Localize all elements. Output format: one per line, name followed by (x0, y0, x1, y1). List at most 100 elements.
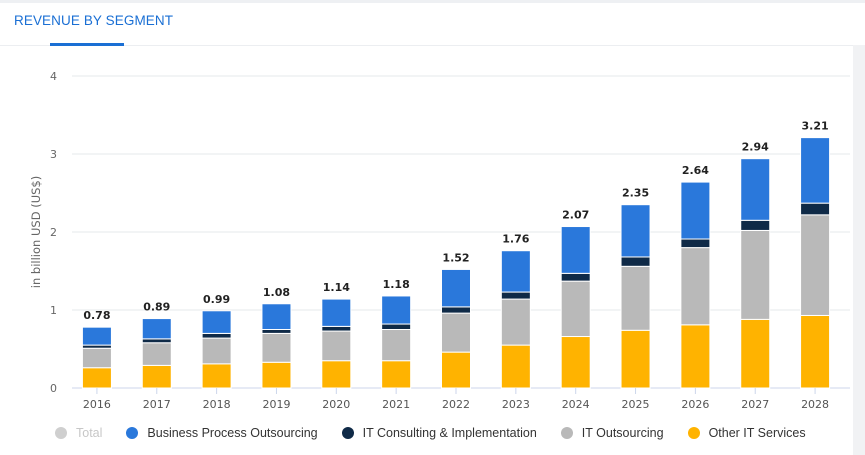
bar-segment-other[interactable] (680, 324, 711, 389)
bar-segment-bpo[interactable] (740, 158, 771, 221)
bar-segment-consulting[interactable] (201, 332, 232, 339)
bar-segment-it_outsourcing[interactable] (680, 247, 711, 326)
bar-stack[interactable] (560, 226, 591, 389)
bar-segment-it_outsourcing[interactable] (500, 298, 531, 346)
legend-dot-icon (687, 427, 700, 439)
tab-bar: REVENUE BY SEGMENT (0, 3, 865, 46)
y-tick-label: 0 (50, 382, 57, 395)
bar-segment-other[interactable] (81, 367, 112, 389)
bar-segment-other[interactable] (381, 360, 412, 389)
bar-segment-it_outsourcing[interactable] (81, 347, 112, 369)
legend-dot-icon (126, 427, 139, 439)
bar-segment-other[interactable] (201, 363, 232, 389)
bar-segment-other[interactable] (321, 360, 352, 389)
legend-item-bpo[interactable]: Business Process Outsourcing (126, 426, 318, 440)
bar-segment-bpo[interactable] (441, 268, 471, 308)
legend-label: IT Consulting & Implementation (362, 426, 537, 440)
bar-segment-other[interactable] (800, 314, 831, 389)
legend-item-it_outsourcing[interactable]: IT Outsourcing (560, 426, 664, 440)
bar-segment-consulting[interactable] (141, 338, 172, 344)
bar-stack[interactable] (141, 318, 172, 389)
bar-segment-consulting[interactable] (800, 202, 831, 216)
y-tick-label: 1 (50, 304, 57, 317)
total-labels: 0.78 0.89 0.99 1.08 1.14 1.18 1.52 1.76 2.07 2.35… (83, 120, 828, 323)
bar-segment-it_outsourcing[interactable] (141, 342, 172, 366)
top-strip (0, 0, 865, 3)
x-tick-label: 2028 (801, 398, 829, 411)
legend-label: Business Process Outsourcing (147, 426, 318, 440)
bar-segment-other[interactable] (500, 344, 531, 389)
bar-segment-it_outsourcing[interactable] (321, 330, 352, 362)
bar-segment-bpo[interactable] (261, 303, 292, 331)
bar-segment-consulting[interactable] (321, 325, 352, 332)
bar-segment-consulting[interactable] (620, 256, 651, 267)
bar-segment-other[interactable] (261, 361, 292, 389)
bar-segment-bpo[interactable] (381, 295, 412, 325)
bar-segment-it_outsourcing[interactable] (740, 229, 771, 320)
bar-segment-it_outsourcing[interactable] (261, 332, 292, 363)
bar-segment-it_outsourcing[interactable] (381, 329, 412, 362)
scrollbar-track[interactable] (853, 45, 865, 455)
x-tick-label: 2020 (322, 398, 350, 411)
bar-segment-bpo[interactable] (500, 250, 531, 293)
total-data-label: 2.07 (562, 209, 589, 222)
bar-segment-it_outsourcing[interactable] (560, 280, 591, 338)
bar-stack[interactable] (441, 268, 471, 389)
bar-segment-it_outsourcing[interactable] (800, 214, 831, 316)
bar-segment-consulting[interactable] (261, 329, 292, 334)
bar-stack[interactable] (321, 298, 352, 389)
bar-segment-bpo[interactable] (800, 137, 831, 204)
total-data-label: 3.21 (802, 120, 829, 133)
bar-segment-other[interactable] (740, 318, 771, 389)
legend-dot-icon (341, 427, 354, 439)
y-axis-ticks: 0 1 2 3 4 (50, 70, 57, 395)
total-data-label: 2.64 (682, 164, 709, 177)
bar-stack[interactable] (500, 250, 531, 389)
bar-segment-bpo[interactable] (680, 181, 711, 240)
bar-segment-it_outsourcing[interactable] (620, 265, 651, 331)
bar-segment-bpo[interactable] (321, 298, 352, 327)
bar-segment-consulting[interactable] (500, 291, 531, 300)
bar-segment-other[interactable] (441, 351, 471, 389)
bar-stack[interactable] (81, 326, 112, 389)
bar-stack[interactable] (381, 295, 412, 389)
total-data-label: 2.35 (622, 187, 649, 200)
x-tick-label: 2017 (143, 398, 171, 411)
active-tab-indicator (50, 43, 124, 46)
legend-item-total_disabled[interactable]: Total (55, 426, 102, 440)
x-tick-label: 2025 (622, 398, 650, 411)
total-data-label: 0.99 (203, 293, 230, 306)
bar-segment-bpo[interactable] (620, 204, 651, 258)
x-axis-ticks: 2016 2017 2018 2019 2020 2021 2022 2023 2024 2025… (83, 388, 829, 411)
bar-stack[interactable] (740, 158, 771, 389)
bar-segment-bpo[interactable] (81, 326, 112, 346)
bar-segment-bpo[interactable] (560, 226, 591, 274)
bar-stack[interactable] (680, 181, 711, 389)
x-tick-label: 2021 (382, 398, 410, 411)
legend-dot-icon (55, 427, 67, 439)
legend-label: Other IT Services (708, 426, 806, 440)
bar-segment-consulting[interactable] (441, 306, 471, 314)
x-tick-label: 2018 (203, 398, 231, 411)
bar-segment-bpo[interactable] (201, 310, 232, 334)
bar-segment-other[interactable] (620, 329, 651, 389)
bar-segment-it_outsourcing[interactable] (441, 312, 471, 353)
legend-label: IT Outsourcing (581, 426, 664, 440)
bar-stack[interactable] (620, 204, 651, 389)
bar-segment-consulting[interactable] (680, 238, 711, 249)
bar-stack[interactable] (261, 303, 292, 389)
tab-revenue-by-segment[interactable]: REVENUE BY SEGMENT (14, 13, 174, 28)
bar-segment-consulting[interactable] (740, 219, 771, 231)
legend-item-consulting[interactable]: IT Consulting & Implementation (341, 426, 537, 440)
bars (81, 137, 831, 389)
bar-stack[interactable] (201, 310, 232, 389)
bar-segment-consulting[interactable] (560, 272, 591, 282)
bar-segment-bpo[interactable] (141, 318, 172, 340)
y-tick-label: 3 (50, 148, 57, 161)
bar-segment-consulting[interactable] (381, 323, 412, 331)
bar-segment-it_outsourcing[interactable] (201, 337, 232, 365)
bar-segment-other[interactable] (141, 364, 172, 389)
legend-item-other[interactable]: Other IT Services (687, 426, 806, 440)
bar-segment-other[interactable] (560, 336, 591, 389)
bar-stack[interactable] (800, 137, 831, 389)
